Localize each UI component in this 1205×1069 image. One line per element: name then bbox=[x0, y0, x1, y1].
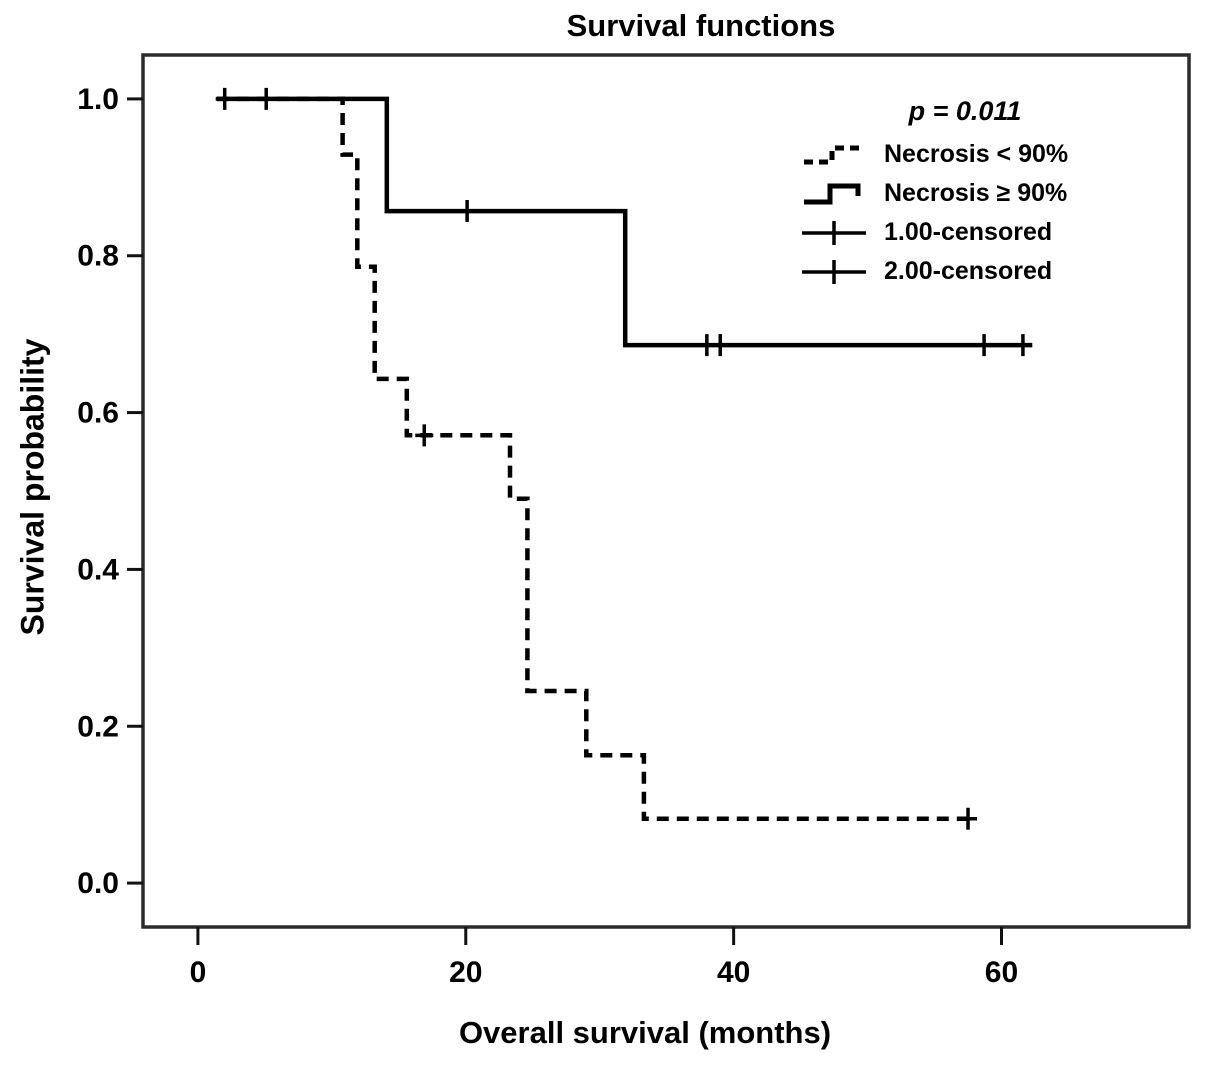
censor-mark bbox=[415, 424, 434, 447]
y-tick-label: 0.6 bbox=[77, 397, 119, 430]
legend-entry-label: 2.00-censored bbox=[884, 257, 1053, 285]
censored-plus-icon bbox=[802, 259, 866, 284]
legend-entry: 2.00-censored bbox=[800, 252, 1160, 291]
censored-plus-icon bbox=[802, 220, 866, 245]
legend-entry: Necrosis < 90% bbox=[800, 135, 1160, 174]
x-tick-label: 60 bbox=[985, 956, 1018, 989]
solid-step-line-icon bbox=[804, 183, 861, 204]
y-tick-label: 0.4 bbox=[77, 553, 119, 586]
km-curve-solid bbox=[216, 96, 1033, 348]
legend-entries: Necrosis < 90% Necrosis ≥ 90% 1.00-censore… bbox=[800, 135, 1160, 291]
censor-mark bbox=[959, 807, 978, 830]
p-value-label: p = 0.011 bbox=[908, 96, 1022, 126]
legend-entry: 1.00-censored bbox=[800, 213, 1160, 252]
plot-border bbox=[141, 53, 1191, 929]
chart-title: Survival functions bbox=[566, 8, 836, 43]
censor-mark bbox=[711, 334, 730, 357]
y-tick-label: 0.0 bbox=[77, 867, 119, 900]
censor-mark bbox=[257, 87, 276, 110]
censor-mark bbox=[458, 200, 477, 223]
x-tick-label: 40 bbox=[717, 956, 750, 989]
legend-entry: Necrosis ≥ 90% bbox=[800, 174, 1160, 213]
legend-entry-label: Necrosis ≥ 90% bbox=[884, 179, 1068, 207]
legend: p = 0.011 Necrosis < 90% Necrosis ≥ 90% 1.… bbox=[800, 95, 1160, 291]
dashed-line-icon bbox=[804, 145, 862, 164]
legend-entry-label: 1.00-censored bbox=[884, 218, 1053, 246]
censor-mark bbox=[1013, 334, 1032, 357]
x-tick-label: 20 bbox=[449, 956, 482, 989]
y-tick-label: 0.8 bbox=[77, 240, 119, 273]
x-tick-label: 0 bbox=[190, 956, 207, 989]
censor-mark bbox=[975, 334, 994, 357]
y-tick-label: 0.2 bbox=[77, 710, 119, 743]
legend-entry-label: Necrosis < 90% bbox=[884, 140, 1069, 168]
y-tick-label: 1.0 bbox=[77, 83, 119, 116]
x-axis-title: Overall survival (months) bbox=[458, 1015, 832, 1050]
